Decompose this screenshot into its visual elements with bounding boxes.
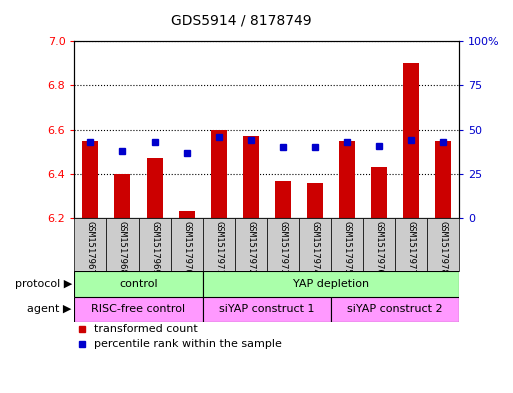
Text: GSM1517971: GSM1517971: [214, 221, 223, 275]
Text: transformed count: transformed count: [93, 323, 198, 334]
Text: GDS5914 / 8178749: GDS5914 / 8178749: [171, 13, 311, 28]
Text: siYAP construct 1: siYAP construct 1: [219, 305, 314, 314]
Bar: [299, 218, 331, 271]
Bar: [234, 218, 267, 271]
Text: GSM1517976: GSM1517976: [374, 221, 384, 275]
Text: protocol ▶: protocol ▶: [14, 279, 72, 289]
Bar: [427, 218, 459, 271]
Bar: [74, 218, 106, 271]
Bar: [147, 158, 163, 218]
Text: GSM1517969: GSM1517969: [150, 221, 159, 275]
Bar: [339, 141, 355, 218]
Bar: [211, 130, 227, 218]
Bar: [331, 218, 363, 271]
Text: GSM1517974: GSM1517974: [310, 221, 320, 275]
Bar: [114, 174, 130, 218]
Text: GSM1517970: GSM1517970: [182, 221, 191, 275]
Bar: [395, 218, 427, 271]
Text: RISC-free control: RISC-free control: [91, 305, 186, 314]
Bar: [74, 271, 203, 297]
Text: GSM1517977: GSM1517977: [406, 221, 416, 275]
Text: GSM1517978: GSM1517978: [439, 221, 448, 275]
Text: agent ▶: agent ▶: [27, 305, 72, 314]
Bar: [307, 183, 323, 218]
Text: percentile rank within the sample: percentile rank within the sample: [93, 339, 282, 349]
Text: GSM1517973: GSM1517973: [278, 221, 287, 275]
Bar: [403, 63, 419, 218]
Bar: [331, 297, 459, 322]
Bar: [139, 218, 170, 271]
Bar: [203, 297, 331, 322]
Text: YAP depletion: YAP depletion: [293, 279, 369, 289]
Bar: [243, 136, 259, 218]
Text: control: control: [119, 279, 158, 289]
Bar: [179, 211, 194, 218]
Bar: [83, 141, 98, 218]
Bar: [267, 218, 299, 271]
Text: GSM1517967: GSM1517967: [86, 221, 95, 275]
Bar: [371, 167, 387, 218]
Bar: [203, 271, 459, 297]
Text: GSM1517975: GSM1517975: [342, 221, 351, 275]
Bar: [170, 218, 203, 271]
Bar: [74, 297, 203, 322]
Bar: [363, 218, 395, 271]
Text: siYAP construct 2: siYAP construct 2: [347, 305, 443, 314]
Bar: [106, 218, 139, 271]
Text: GSM1517968: GSM1517968: [118, 221, 127, 275]
Bar: [203, 218, 234, 271]
Text: GSM1517972: GSM1517972: [246, 221, 255, 275]
Bar: [275, 180, 291, 218]
Bar: [435, 141, 451, 218]
